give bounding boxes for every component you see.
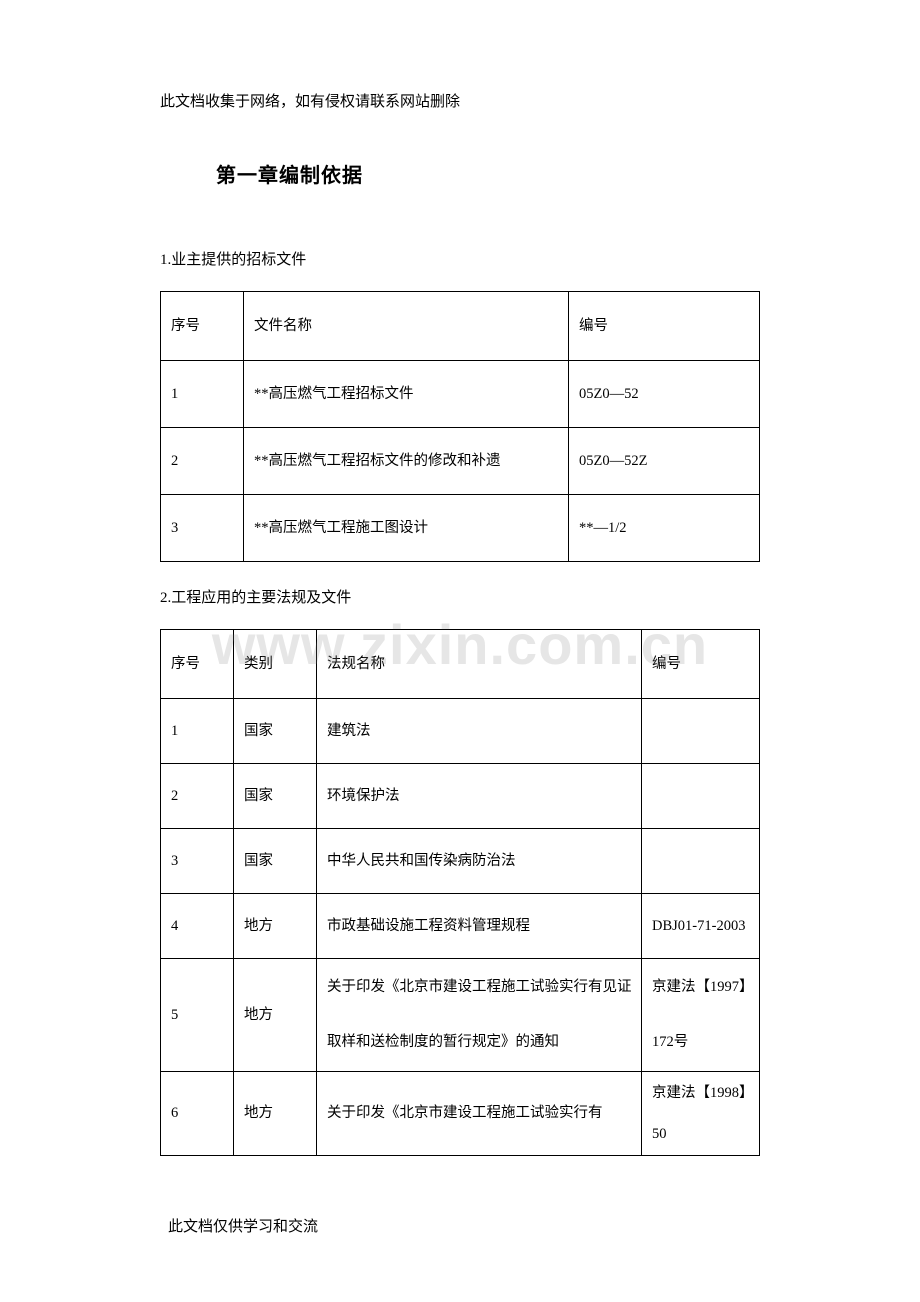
table-cell: 建筑法 (317, 699, 642, 764)
table-row: 序号 文件名称 编号 (161, 292, 760, 361)
table-cell: **—1/2 (569, 495, 760, 562)
table-cell: 市政基础设施工程资料管理规程 (317, 894, 642, 959)
table-cell: **高压燃气工程招标文件 (244, 361, 569, 428)
document-page: 此文档收集于网络，如有侵权请联系网站删除 第一章编制依据 1.业主提供的招标文件… (0, 0, 920, 1156)
table-header-cell: 类别 (234, 630, 317, 699)
table-1: 序号 文件名称 编号 1 **高压燃气工程招标文件 05Z0—52 2 **高压… (160, 291, 760, 562)
table-row: 1 国家 建筑法 (161, 699, 760, 764)
table-cell: 国家 (234, 699, 317, 764)
table-cell: 1 (161, 699, 234, 764)
table-cell: 国家 (234, 764, 317, 829)
table-row: 1 **高压燃气工程招标文件 05Z0—52 (161, 361, 760, 428)
table-cell: 地方 (234, 1072, 317, 1156)
table-cell: 中华人民共和国传染病防治法 (317, 829, 642, 894)
table-cell: 环境保护法 (317, 764, 642, 829)
table-cell: 地方 (234, 959, 317, 1072)
table-cell: 3 (161, 495, 244, 562)
table-cell (642, 829, 760, 894)
table-row: 5 地方 关于印发《北京市建设工程施工试验实行有见证取样和送检制度的暂行规定》的… (161, 959, 760, 1072)
footer-note: 此文档仅供学习和交流 (168, 1215, 318, 1236)
table-cell: 2 (161, 428, 244, 495)
table-cell (642, 699, 760, 764)
table-cell: DBJ01-71-2003 (642, 894, 760, 959)
table-header-cell: 编号 (569, 292, 760, 361)
table-row: 3 **高压燃气工程施工图设计 **—1/2 (161, 495, 760, 562)
table-row: 3 国家 中华人民共和国传染病防治法 (161, 829, 760, 894)
table-cell: 6 (161, 1072, 234, 1156)
table-cell: 05Z0—52 (569, 361, 760, 428)
table-header-cell: 序号 (161, 292, 244, 361)
table-header-cell: 文件名称 (244, 292, 569, 361)
table-cell: **高压燃气工程招标文件的修改和补遗 (244, 428, 569, 495)
table-row: 2 **高压燃气工程招标文件的修改和补遗 05Z0—52Z (161, 428, 760, 495)
table-row: 6 地方 关于印发《北京市建设工程施工试验实行有 京建法【1998】50 (161, 1072, 760, 1156)
table-cell: 2 (161, 764, 234, 829)
table-header-cell: 编号 (642, 630, 760, 699)
table-cell: 京建法【1998】50 (642, 1072, 760, 1156)
chapter-title: 第一章编制依据 (216, 159, 760, 188)
table-cell: **高压燃气工程施工图设计 (244, 495, 569, 562)
table-header-cell: 序号 (161, 630, 234, 699)
table-row: 序号 类别 法规名称 编号 (161, 630, 760, 699)
table-cell: 1 (161, 361, 244, 428)
table-header-cell: 法规名称 (317, 630, 642, 699)
header-note: 此文档收集于网络，如有侵权请联系网站删除 (160, 90, 760, 111)
table-cell: 05Z0—52Z (569, 428, 760, 495)
section2-title: 2.工程应用的主要法规及文件 (160, 586, 760, 607)
table-cell (642, 764, 760, 829)
table-2: 序号 类别 法规名称 编号 1 国家 建筑法 2 国家 环境保护法 3 国家 中… (160, 629, 760, 1156)
table-cell: 关于印发《北京市建设工程施工试验实行有 (317, 1072, 642, 1156)
table-cell: 地方 (234, 894, 317, 959)
table-cell: 3 (161, 829, 234, 894)
section1-title: 1.业主提供的招标文件 (160, 248, 760, 269)
table-row: 4 地方 市政基础设施工程资料管理规程 DBJ01-71-2003 (161, 894, 760, 959)
table-cell: 国家 (234, 829, 317, 894)
table-row: 2 国家 环境保护法 (161, 764, 760, 829)
table-cell: 京建法【1997】 172号 (642, 959, 760, 1072)
table-cell: 5 (161, 959, 234, 1072)
table-cell: 关于印发《北京市建设工程施工试验实行有见证取样和送检制度的暂行规定》的通知 (317, 959, 642, 1072)
table-cell: 4 (161, 894, 234, 959)
